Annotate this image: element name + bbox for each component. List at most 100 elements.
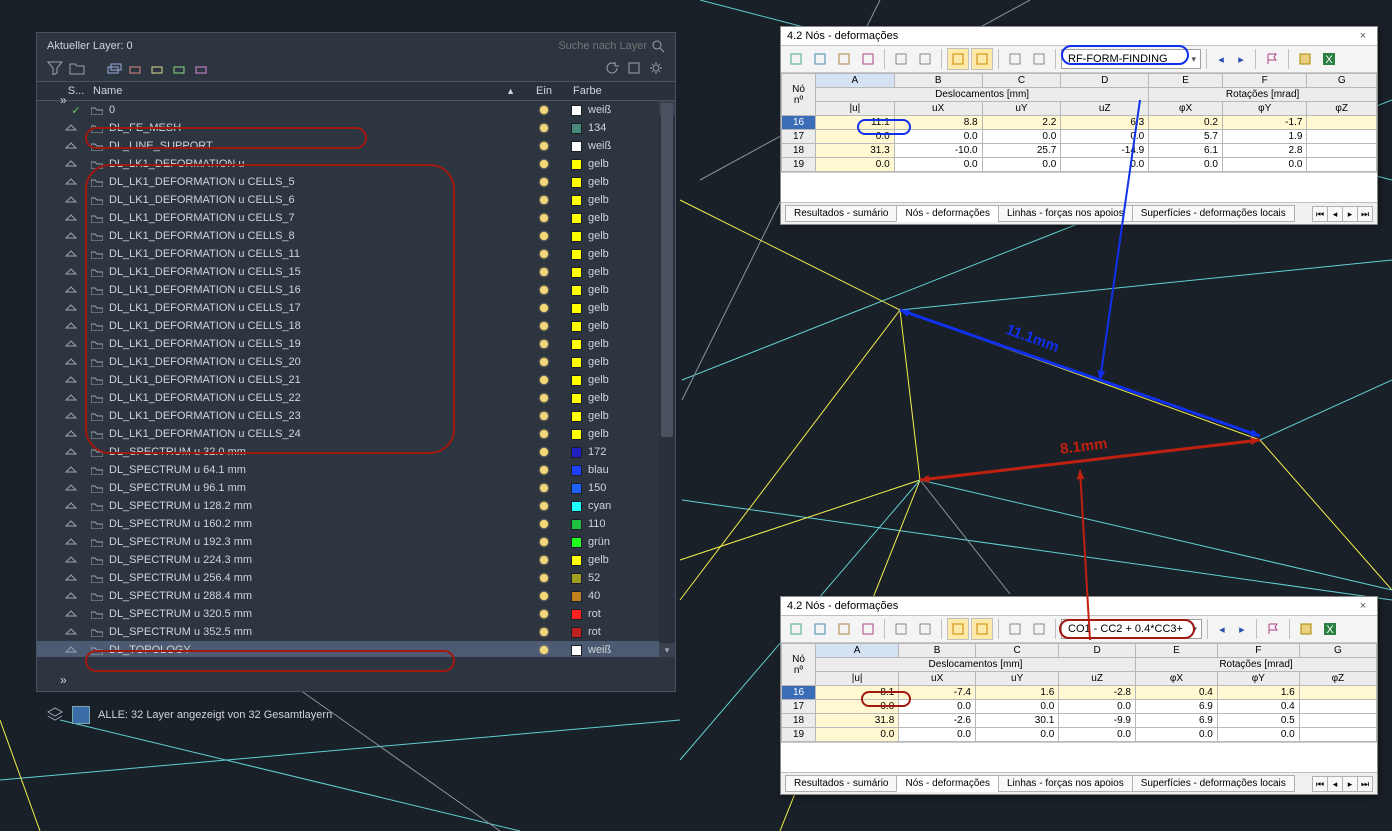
copy-icon[interactable] xyxy=(890,48,912,70)
header-on[interactable]: Ein xyxy=(521,82,567,100)
table-cell[interactable]: 8.1 xyxy=(816,686,899,700)
excel-icon[interactable]: X xyxy=(1319,618,1341,640)
color-swatch[interactable] xyxy=(571,627,582,638)
results-tab[interactable]: Resultados - sumário xyxy=(785,775,897,792)
color-swatch[interactable] xyxy=(571,591,582,602)
table-icon[interactable] xyxy=(785,618,807,640)
table-cell[interactable]: 11.1 xyxy=(816,116,895,130)
layer-search[interactable] xyxy=(527,39,665,53)
view-icon[interactable] xyxy=(1294,48,1316,70)
flag-icon[interactable] xyxy=(1262,618,1284,640)
color-swatch[interactable] xyxy=(571,645,582,656)
grid2-icon[interactable] xyxy=(1028,48,1050,70)
table-cell[interactable]: 30.1 xyxy=(976,714,1059,728)
col-icon[interactable] xyxy=(833,48,855,70)
bulb-icon[interactable] xyxy=(540,574,548,582)
table-cell[interactable]: 25.7 xyxy=(982,144,1061,158)
row-icon[interactable] xyxy=(857,48,879,70)
header-color[interactable]: Farbe xyxy=(567,82,657,100)
tab-first-icon[interactable]: ⏮ xyxy=(1312,776,1328,792)
flag-icon[interactable] xyxy=(1261,48,1283,70)
table-cell[interactable]: 5.7 xyxy=(1149,130,1223,144)
table-cell[interactable]: 0.0 xyxy=(976,700,1059,714)
results-tab[interactable]: Superfícies - deformações locais xyxy=(1132,775,1295,792)
color-swatch[interactable] xyxy=(571,141,582,152)
layer-row[interactable]: DL_LK1_DEFORMATION u CELLS_16 gelb xyxy=(37,281,675,299)
color-swatch[interactable] xyxy=(571,231,582,242)
table-cell[interactable]: 0.0 xyxy=(1149,158,1223,172)
table-cell[interactable]: -1.7 xyxy=(1222,116,1306,130)
col-icon[interactable] xyxy=(833,618,855,640)
filter-icon[interactable] xyxy=(47,61,63,75)
grid1-icon[interactable] xyxy=(1004,618,1026,640)
loadcase-combo[interactable]: CO1 - CC2 + 0.4*CC3+ xyxy=(1061,619,1202,639)
scrollbar[interactable]: ▴ ▾ xyxy=(659,101,675,657)
table-cell[interactable]: 8.8 xyxy=(894,116,982,130)
tab-next-icon[interactable]: ▸ xyxy=(1342,776,1358,792)
table-cell[interactable]: 0.4 xyxy=(1136,686,1218,700)
bulb-icon[interactable] xyxy=(540,286,548,294)
table-cell[interactable]: 6.9 xyxy=(1136,700,1218,714)
color-swatch[interactable] xyxy=(571,411,582,422)
color-swatch[interactable] xyxy=(571,123,582,134)
table-cell[interactable]: 0.0 xyxy=(816,728,899,742)
table-cell[interactable]: 0.0 xyxy=(899,728,976,742)
layer-row[interactable]: DL_LK1_DEFORMATION u CELLS_24 gelb xyxy=(37,425,675,443)
layer-row[interactable]: DL_LK1_DEFORMATION u CELLS_15 gelb xyxy=(37,263,675,281)
grid1-icon[interactable] xyxy=(1004,48,1026,70)
color-swatch[interactable] xyxy=(571,393,582,404)
table-cell[interactable] xyxy=(1299,728,1376,742)
nav-first-icon[interactable]: ◂ xyxy=(1212,49,1230,69)
bulb-icon[interactable] xyxy=(540,394,548,402)
table-cell[interactable]: 0.0 xyxy=(1136,728,1218,742)
bulb-icon[interactable] xyxy=(540,106,548,114)
hand1-icon[interactable] xyxy=(947,48,969,70)
table-cell[interactable]: 0.4 xyxy=(1217,700,1299,714)
color-swatch[interactable] xyxy=(571,447,582,458)
results-tab[interactable]: Linhas - forças nos apoios xyxy=(998,205,1133,222)
layer-row[interactable]: DL_LK1_DEFORMATION u CELLS_6 gelb xyxy=(37,191,675,209)
color-swatch[interactable] xyxy=(571,195,582,206)
table-cell[interactable]: 0.0 xyxy=(1059,728,1136,742)
nav-first-icon[interactable]: ◂ xyxy=(1213,619,1231,639)
bulb-icon[interactable] xyxy=(540,520,548,528)
layer-row[interactable]: DL_LK1_DEFORMATION u gelb xyxy=(37,155,675,173)
table-cell[interactable]: 1.6 xyxy=(1217,686,1299,700)
bulb-icon[interactable] xyxy=(540,160,548,168)
tab-last-icon[interactable]: ⏭ xyxy=(1357,776,1373,792)
table-cell[interactable]: 0.0 xyxy=(982,130,1061,144)
color-swatch[interactable] xyxy=(571,555,582,566)
folder-icon[interactable] xyxy=(69,61,85,75)
table-cell[interactable]: 6.9 xyxy=(1136,714,1218,728)
color-swatch[interactable] xyxy=(571,177,582,188)
layer-list[interactable]: ✓ 0 weiß DL_FE_MESH 134 DL_LINE_SUPPORT … xyxy=(37,101,675,657)
layer-row[interactable]: DL_LK1_DEFORMATION u CELLS_22 gelb xyxy=(37,389,675,407)
layer-new-icon[interactable] xyxy=(107,61,123,75)
bulb-icon[interactable] xyxy=(540,142,548,150)
table-cell[interactable]: 0.2 xyxy=(1149,116,1223,130)
table-cell[interactable]: 6.3 xyxy=(1061,116,1149,130)
layer-states-icon-1[interactable] xyxy=(129,61,145,75)
layer-row[interactable]: DL_LK1_DEFORMATION u CELLS_19 gelb xyxy=(37,335,675,353)
table-cell[interactable]: 0.0 xyxy=(1059,700,1136,714)
color-swatch[interactable] xyxy=(571,501,582,512)
tab-first-icon[interactable]: ⏮ xyxy=(1312,206,1328,222)
color-swatch[interactable] xyxy=(571,609,582,620)
settings-toggle-icon[interactable] xyxy=(627,61,643,75)
color-swatch[interactable] xyxy=(571,285,582,296)
table-cell[interactable]: 0.0 xyxy=(982,158,1061,172)
table-cell[interactable]: 0.0 xyxy=(899,700,976,714)
gear-icon[interactable] xyxy=(649,61,665,75)
table-cell[interactable]: -2.6 xyxy=(899,714,976,728)
layer-row[interactable]: DL_SPECTRUM u 256.4 mm 52 xyxy=(37,569,675,587)
color-swatch[interactable] xyxy=(571,483,582,494)
table-cell[interactable]: 31.3 xyxy=(816,144,895,158)
results-grid[interactable]: NónºABCDEFGDeslocamentos [mm]Rotações [m… xyxy=(781,73,1377,202)
row-icon[interactable] xyxy=(857,618,879,640)
loadcase-combo[interactable]: RF-FORM-FINDING xyxy=(1061,49,1201,69)
table-cell[interactable]: 0.0 xyxy=(1222,158,1306,172)
table-cell[interactable]: 2.8 xyxy=(1222,144,1306,158)
color-swatch[interactable] xyxy=(571,357,582,368)
hand2-icon[interactable] xyxy=(971,48,993,70)
table-cell[interactable]: -9.9 xyxy=(1059,714,1136,728)
